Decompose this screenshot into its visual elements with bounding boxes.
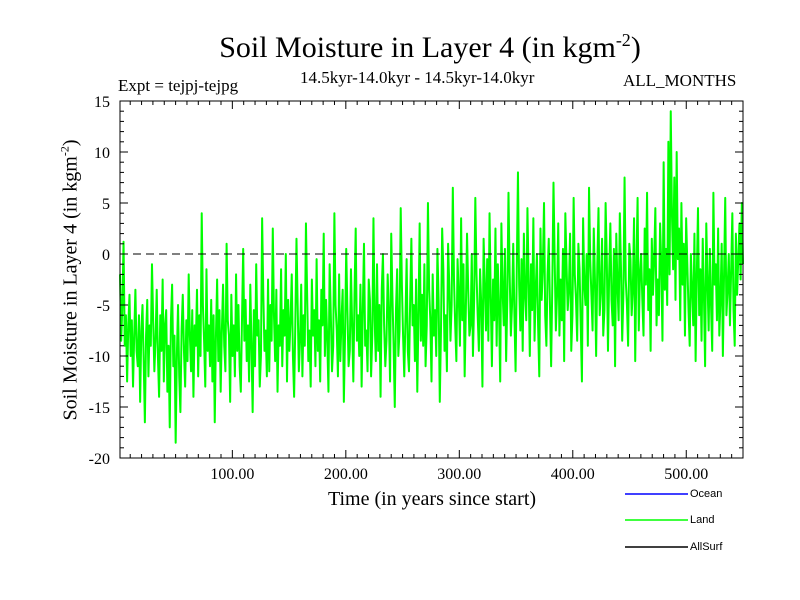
x-tick-label: 300.00 — [437, 466, 481, 483]
y-tick-label: -10 — [89, 349, 110, 366]
x-tick-label: 200.00 — [324, 466, 368, 483]
y-tick-label: 15 — [94, 94, 110, 111]
plot-frame — [119, 100, 744, 459]
legend-label-allsurf: AllSurf — [690, 541, 723, 553]
legend-label-ocean: Ocean — [690, 488, 723, 500]
y-tick-label: -5 — [97, 298, 110, 315]
y-tick-label: 5 — [102, 196, 110, 213]
legend-label-land: Land — [690, 514, 715, 526]
period-label: 14.5kyr-14.0kyr - 14.5kyr-14.0kyr — [300, 68, 535, 87]
x-axis-label: Time (in years since start) — [327, 488, 537, 510]
months-label: ALL_MONTHS — [623, 71, 737, 90]
x-tick-label: 100.00 — [210, 466, 254, 483]
expt-label: Expt = tejpj-tejpg — [118, 76, 239, 95]
x-tick-label: 500.00 — [664, 466, 708, 483]
y-tick-label: -20 — [89, 451, 110, 468]
chart-title: Soil Moisture in Layer 4 (in kgm-2) — [219, 30, 641, 64]
y-tick-label: 0 — [102, 247, 110, 264]
y-tick-label: -15 — [89, 400, 110, 417]
y-tick-label: 10 — [94, 145, 110, 162]
x-tick-label: 400.00 — [551, 466, 595, 483]
series-line-land — [119, 110, 744, 444]
